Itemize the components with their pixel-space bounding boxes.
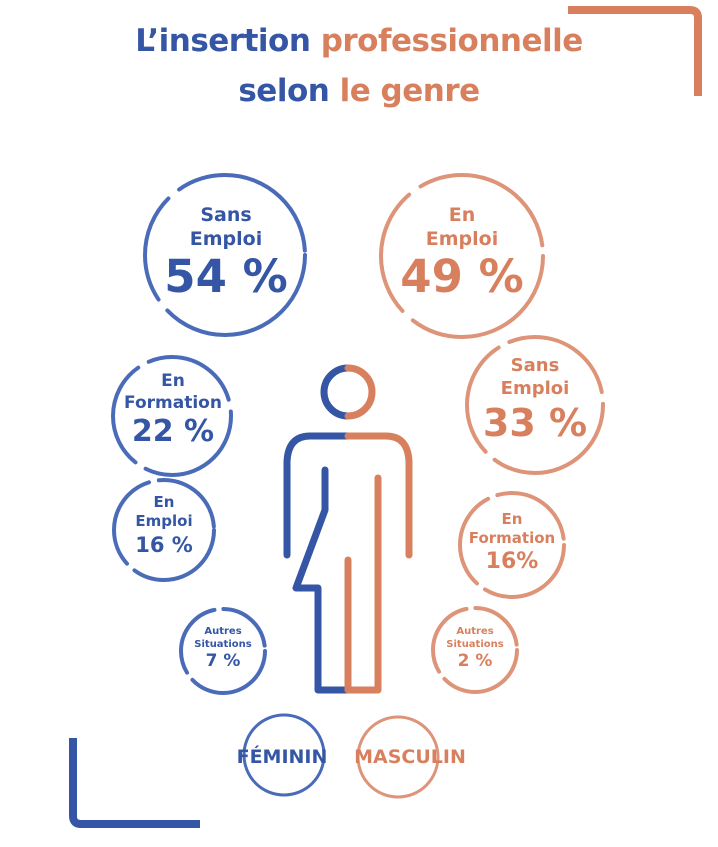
stat-label: Emploi bbox=[135, 512, 193, 530]
masculin-stat-en-formation: En Formation 16% bbox=[469, 510, 555, 576]
title-part: professionnelle bbox=[320, 23, 584, 59]
stat-label: Formation bbox=[468, 529, 556, 547]
masculin-stat-sans-emploi: Sans Emploi 33 % bbox=[483, 354, 587, 446]
masculin-ring-en-formation bbox=[458, 491, 566, 599]
feminin-ring-autres bbox=[179, 607, 267, 695]
page-title-line1: L’insertion professionnelle bbox=[0, 18, 718, 64]
stat-value: 33 % bbox=[482, 401, 588, 445]
feminin-stat-en-formation: En Formation 22 % bbox=[124, 370, 222, 450]
stat-label: Emploi bbox=[189, 228, 263, 250]
masculin-ring-autres bbox=[431, 606, 519, 694]
legend-masculin-ring bbox=[356, 715, 440, 799]
stat-value: 16% bbox=[485, 549, 539, 574]
stat-label: Situations bbox=[194, 639, 252, 650]
masculin-ring-sans-emploi bbox=[465, 335, 605, 475]
title-part: selon bbox=[238, 73, 340, 109]
stat-label: En bbox=[501, 510, 523, 528]
stat-label: Sans bbox=[200, 204, 252, 226]
title-part: L’insertion bbox=[135, 23, 321, 59]
feminin-ring-en-formation bbox=[111, 355, 233, 477]
page-title-line2: selon le genre bbox=[0, 68, 718, 114]
feminin-stat-en-emploi: En Emploi 16 % bbox=[135, 493, 193, 559]
stat-label: Emploi bbox=[500, 378, 570, 399]
stat-label: Formation bbox=[124, 393, 222, 413]
stat-label: En bbox=[161, 371, 185, 391]
stat-label: En bbox=[448, 204, 476, 226]
masculin-stat-en-emploi: En Emploi 49 % bbox=[400, 203, 523, 303]
person-gender-split-icon bbox=[283, 364, 413, 694]
title-part: le genre bbox=[339, 73, 481, 109]
stat-value: 49 % bbox=[400, 250, 524, 303]
stat-value: 7 % bbox=[205, 651, 241, 671]
feminin-stat-sans-emploi: Sans Emploi 54 % bbox=[164, 203, 287, 303]
feminin-ring-en-emploi bbox=[112, 478, 216, 582]
feminin-stat-autres: Autres Situations 7 % bbox=[194, 625, 251, 671]
stat-label: En bbox=[153, 493, 175, 511]
stat-value: 2 % bbox=[457, 651, 493, 671]
stat-label: Sans bbox=[510, 355, 560, 376]
legend-feminin-label: FÉMININ bbox=[236, 746, 328, 768]
stat-value: 54 % bbox=[164, 250, 288, 303]
stat-value: 16 % bbox=[135, 533, 193, 557]
stat-label: Autres bbox=[456, 626, 494, 637]
stat-value: 22 % bbox=[131, 414, 215, 449]
stat-label: Situations bbox=[446, 639, 504, 650]
stat-label: Autres bbox=[204, 626, 242, 637]
legend-masculin-label: MASCULIN bbox=[354, 746, 466, 768]
legend-feminin-ring bbox=[242, 713, 326, 797]
feminin-ring-sans-emploi bbox=[143, 173, 307, 337]
masculin-stat-autres: Autres Situations 2 % bbox=[446, 625, 503, 671]
masculin-ring-en-emploi bbox=[379, 173, 545, 339]
stat-label: Emploi bbox=[425, 228, 499, 250]
